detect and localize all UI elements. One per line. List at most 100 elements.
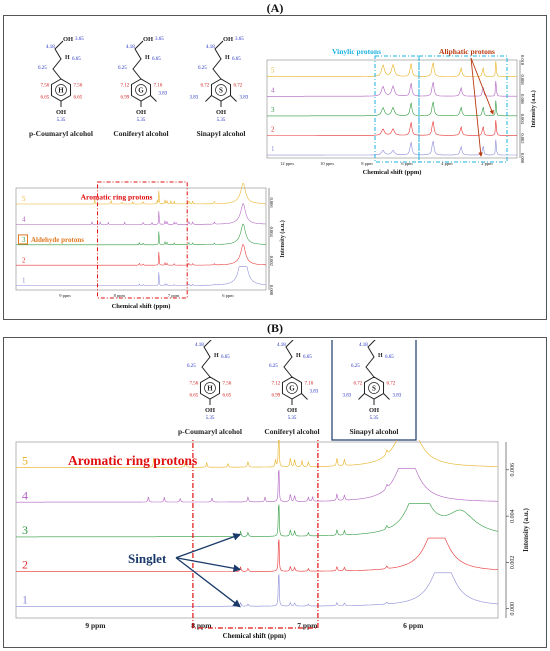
a-bot-aldehyde-annotation: Aldehyde protons	[31, 236, 84, 244]
alcohol-oh: OH	[376, 340, 386, 341]
shift-ring-right-bottom: 6.65	[74, 96, 83, 101]
shift-vinyl-2: 6.65	[232, 57, 241, 62]
a-bot-series-label-3: 3	[22, 236, 26, 244]
a-top-xtick-label: 6 ppm	[401, 161, 413, 166]
a-top-ytick-label: 0.006	[520, 94, 525, 105]
b-xlabel: Chemical shift (ppm)	[223, 632, 287, 640]
b-aromatic-box	[192, 440, 319, 629]
a-top-aliphatic-arrow	[470, 57, 494, 115]
phenol-oh: OH	[205, 407, 215, 414]
a-top-xtick-label: 12 ppm	[280, 161, 294, 166]
shift-ch2: 4.18	[46, 45, 55, 50]
a-top-trace-3	[267, 100, 517, 117]
alcohol-oh: OH	[294, 340, 304, 341]
propenyl-chain	[52, 40, 64, 80]
shift-ring-right-top: 7.56	[223, 382, 232, 387]
shift-methoxy: 3.83	[310, 390, 319, 395]
shift-vinyl-1: 6.25	[351, 364, 360, 369]
a-bot-series-label-4: 4	[22, 216, 26, 224]
panel-a-bottom-chart: 1 2 3 4 5 9 ppm 8 ppm 7 ppm 6 ppm 0.000 0.002 0.004…	[15, 181, 286, 310]
a-top-ytick-label: 0.010	[520, 55, 525, 66]
shift-ring-left-top: 7.56	[189, 382, 198, 387]
alcohol-oh: OH	[212, 340, 222, 341]
shift-ring-left-top: 7.12	[120, 84, 129, 89]
b-trace-1	[16, 572, 499, 607]
ring-letter: G	[289, 385, 295, 393]
methoxy-bond	[205, 95, 212, 102]
aromatic-circle	[55, 84, 67, 96]
vinyl-h: H	[65, 55, 70, 61]
b-series-label-2: 2	[22, 558, 28, 572]
b-trace-5	[16, 440, 498, 468]
shift-ring-right-bottom: 6.65	[223, 394, 232, 399]
a-bot-xtick-label: 6 ppm	[222, 293, 234, 298]
b-singlet-arrow	[175, 557, 241, 608]
shift-methoxy-right: 3.83	[240, 96, 249, 101]
vinyl-h: H	[378, 353, 383, 359]
a-top-xtick-label: 4 ppm	[441, 161, 453, 166]
a-top-ytick-label: 0.004	[520, 114, 525, 125]
a-top-aliphatic-annotation: Aliphatic protons	[439, 47, 495, 56]
b-series-label-1: 1	[22, 592, 28, 606]
a-top-xtick-label: 2 ppm	[481, 161, 493, 166]
b-xtick-label: 8 ppm	[191, 621, 212, 630]
a-bot-series-label-2: 2	[22, 256, 26, 264]
a-bot-xtick-label: 7 ppm	[168, 293, 180, 298]
methoxy-bond	[358, 393, 365, 400]
phenol-oh: OH	[287, 407, 297, 414]
shift-vinyl-1: 6.25	[269, 364, 278, 369]
b-xtick-label: 9 ppm	[85, 621, 106, 630]
shift-vinyl-1: 6.25	[38, 66, 47, 71]
shift-ch2: 4.18	[195, 343, 204, 348]
shift-phenol: 5.35	[137, 118, 146, 123]
shift-phenol: 5.35	[217, 118, 226, 123]
a-bot-ytick-label: 0.000	[269, 285, 274, 296]
shift-ring-left-bottom: 6.99	[271, 394, 280, 399]
a-bot-xtick-label: 9 ppm	[59, 293, 71, 298]
a-bot-series3-highlight	[18, 234, 28, 245]
phenol-oh: OH	[216, 109, 226, 116]
ring-letter: S	[219, 87, 223, 95]
b-singlet-annotation: Singlet	[128, 551, 167, 566]
highlight-box	[331, 340, 417, 441]
shift-methoxy-left: 3.83	[342, 394, 351, 399]
shift-ring-left-bottom: 6.99	[120, 96, 129, 101]
a-top-series-label-4: 4	[271, 86, 275, 94]
a-top-xtick-label: 10 ppm	[320, 161, 334, 166]
a-bot-series-label-1: 1	[22, 277, 26, 285]
b-ytick-label: 0.006	[510, 463, 516, 477]
propenyl-chain	[201, 340, 212, 378]
shift-vinyl-2: 6.65	[385, 355, 394, 360]
shift-oh-alc: 3.65	[235, 37, 244, 42]
vinyl-h: H	[296, 353, 301, 359]
shift-phenol: 5.35	[206, 416, 215, 421]
a-top-trace-4	[267, 80, 517, 97]
shift-phenol: 5.35	[57, 118, 66, 123]
alcohol-oh: OH	[63, 36, 73, 43]
a-top-xtick-label: 8 ppm	[361, 161, 373, 166]
structure-name: Sinapyl alcohol	[197, 129, 246, 138]
shift-ring-right-top: 6.72	[234, 84, 243, 89]
shift-ring-left-top: 7.56	[40, 84, 49, 89]
a-bot-xtick-label: 8 ppm	[114, 293, 126, 298]
phenol-oh: OH	[136, 109, 146, 116]
a-top-trace-2	[267, 120, 517, 136]
shift-ch2: 4.18	[206, 45, 215, 50]
shift-methoxy-left: 3.83	[189, 96, 198, 101]
structure-name: p-Coumaryl alcohol	[29, 129, 93, 138]
structure-name: p-Coumaryl alcohol	[178, 427, 242, 436]
a-bot-aromatic-box	[97, 181, 188, 299]
vinyl-h: H	[214, 353, 219, 359]
propenyl-chain	[132, 40, 144, 80]
a-top-ytick-label: 0.008	[520, 75, 525, 86]
shift-vinyl-2: 6.65	[152, 57, 161, 62]
b-xtick-label: 7 ppm	[297, 621, 318, 630]
ring-letter: H	[58, 87, 64, 95]
structure-name: Coniferyl alcohol	[264, 427, 319, 436]
shift-ring-right-top: 7.56	[74, 84, 83, 89]
b-trace-3	[16, 503, 499, 538]
shift-ring-left-top: 6.72	[353, 382, 362, 387]
shift-vinyl-2: 6.65	[303, 355, 312, 360]
a-top-ytick-label: 0.002	[520, 133, 525, 143]
panel-b-structures: HOH3.654.186.25H6.65OH5.357.567.566.656.…	[178, 340, 417, 441]
